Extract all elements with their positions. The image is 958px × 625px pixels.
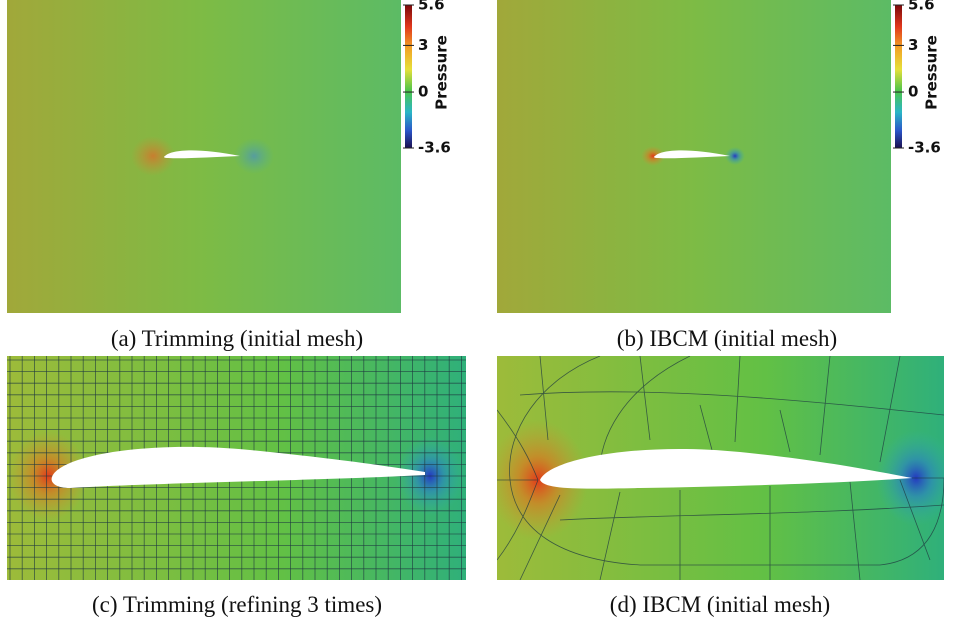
colorbar-label: 0 xyxy=(418,83,428,101)
stagnation xyxy=(641,146,665,166)
caption: (c) Trimming (refining 3 times) xyxy=(92,592,382,617)
colorbar-label: 3 xyxy=(908,36,918,54)
colorbar-label: 5.6 xyxy=(418,0,445,14)
colorbar-label: 0 xyxy=(908,83,918,101)
airfoil xyxy=(164,150,240,159)
colorbar-title: Pressure xyxy=(923,35,941,110)
colorbar-title: Pressure xyxy=(433,35,451,110)
panel-a xyxy=(7,0,412,313)
trailing-low xyxy=(234,138,274,174)
colorbar-label: 5.6 xyxy=(908,0,935,14)
stagnation xyxy=(131,136,175,176)
colorbar xyxy=(895,5,902,148)
trailing-low xyxy=(725,147,745,165)
colorbar-label: -3.6 xyxy=(418,139,451,157)
panel-c xyxy=(7,356,466,580)
airfoil xyxy=(540,448,912,489)
caption: (a) Trimming (initial mesh) xyxy=(111,326,363,351)
colorbar-label: -3.6 xyxy=(908,139,941,157)
colorbar xyxy=(405,5,412,148)
caption: (d) IBCM (initial mesh) xyxy=(610,592,830,617)
airfoil xyxy=(51,446,425,488)
panel-b xyxy=(497,0,902,313)
caption: (b) IBCM (initial mesh) xyxy=(617,326,837,351)
mesh xyxy=(497,356,944,580)
airfoil xyxy=(654,150,730,159)
colorbar-label: 3 xyxy=(418,36,428,54)
panel-d xyxy=(497,356,944,580)
